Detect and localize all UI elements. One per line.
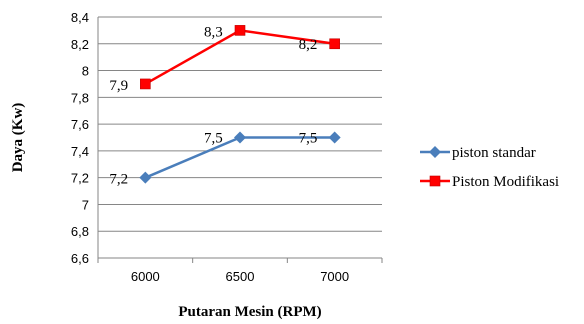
y-axis-ticks: 6,6 6,8 7 7,2 7,4 7,6 7,8 8 8,2 8,4 — [71, 10, 89, 266]
x-axis-title: Putaran Mesin (RPM) — [178, 304, 321, 320]
y-axis-title: Daya (Kw) — [10, 103, 26, 173]
data-label: 7,2 — [109, 172, 128, 188]
data-point-square — [234, 25, 246, 36]
x-tick-label: 7000 — [320, 269, 349, 284]
x-tick-label: 6500 — [226, 269, 255, 284]
data-label: 7,5 — [204, 131, 223, 147]
y-tick-label: 8,2 — [71, 37, 89, 52]
y-tick-label: 6,8 — [71, 224, 89, 239]
data-point-diamond — [429, 146, 441, 158]
legend-label: Piston Modifikasi — [452, 174, 559, 190]
y-tick-label: 7,4 — [71, 144, 89, 159]
legend-label: piston standar — [452, 145, 536, 161]
data-label: 7,9 — [109, 78, 128, 94]
y-tick-label: 7,6 — [71, 117, 89, 132]
data-point-square — [429, 175, 441, 187]
y-tick-label: 7,8 — [71, 90, 89, 105]
data-point-diamond — [234, 131, 246, 144]
y-tick-label: 7,2 — [71, 171, 89, 186]
data-label: 7,5 — [299, 131, 318, 147]
y-tick-label: 8 — [82, 64, 89, 79]
data-point-square — [329, 38, 340, 50]
x-axis-ticks: 6000 6500 7000 — [131, 269, 349, 284]
data-label: 8,3 — [204, 24, 223, 40]
data-label: 8,2 — [299, 37, 318, 53]
y-tick-label: 8,4 — [71, 10, 89, 25]
data-point-diamond — [139, 171, 152, 184]
data-point-square — [140, 78, 151, 90]
data-point-diamond — [328, 131, 341, 144]
x-tick-label: 6000 — [131, 269, 160, 284]
y-tick-label: 6,6 — [71, 251, 89, 266]
y-tick-label: 7 — [82, 197, 89, 212]
gridlines — [97, 16, 383, 263]
legend: piston standar Piston Modifikasi — [420, 145, 559, 190]
series-group: 7,2 7,5 7,5 7,9 8,3 8,2 — [109, 24, 341, 188]
